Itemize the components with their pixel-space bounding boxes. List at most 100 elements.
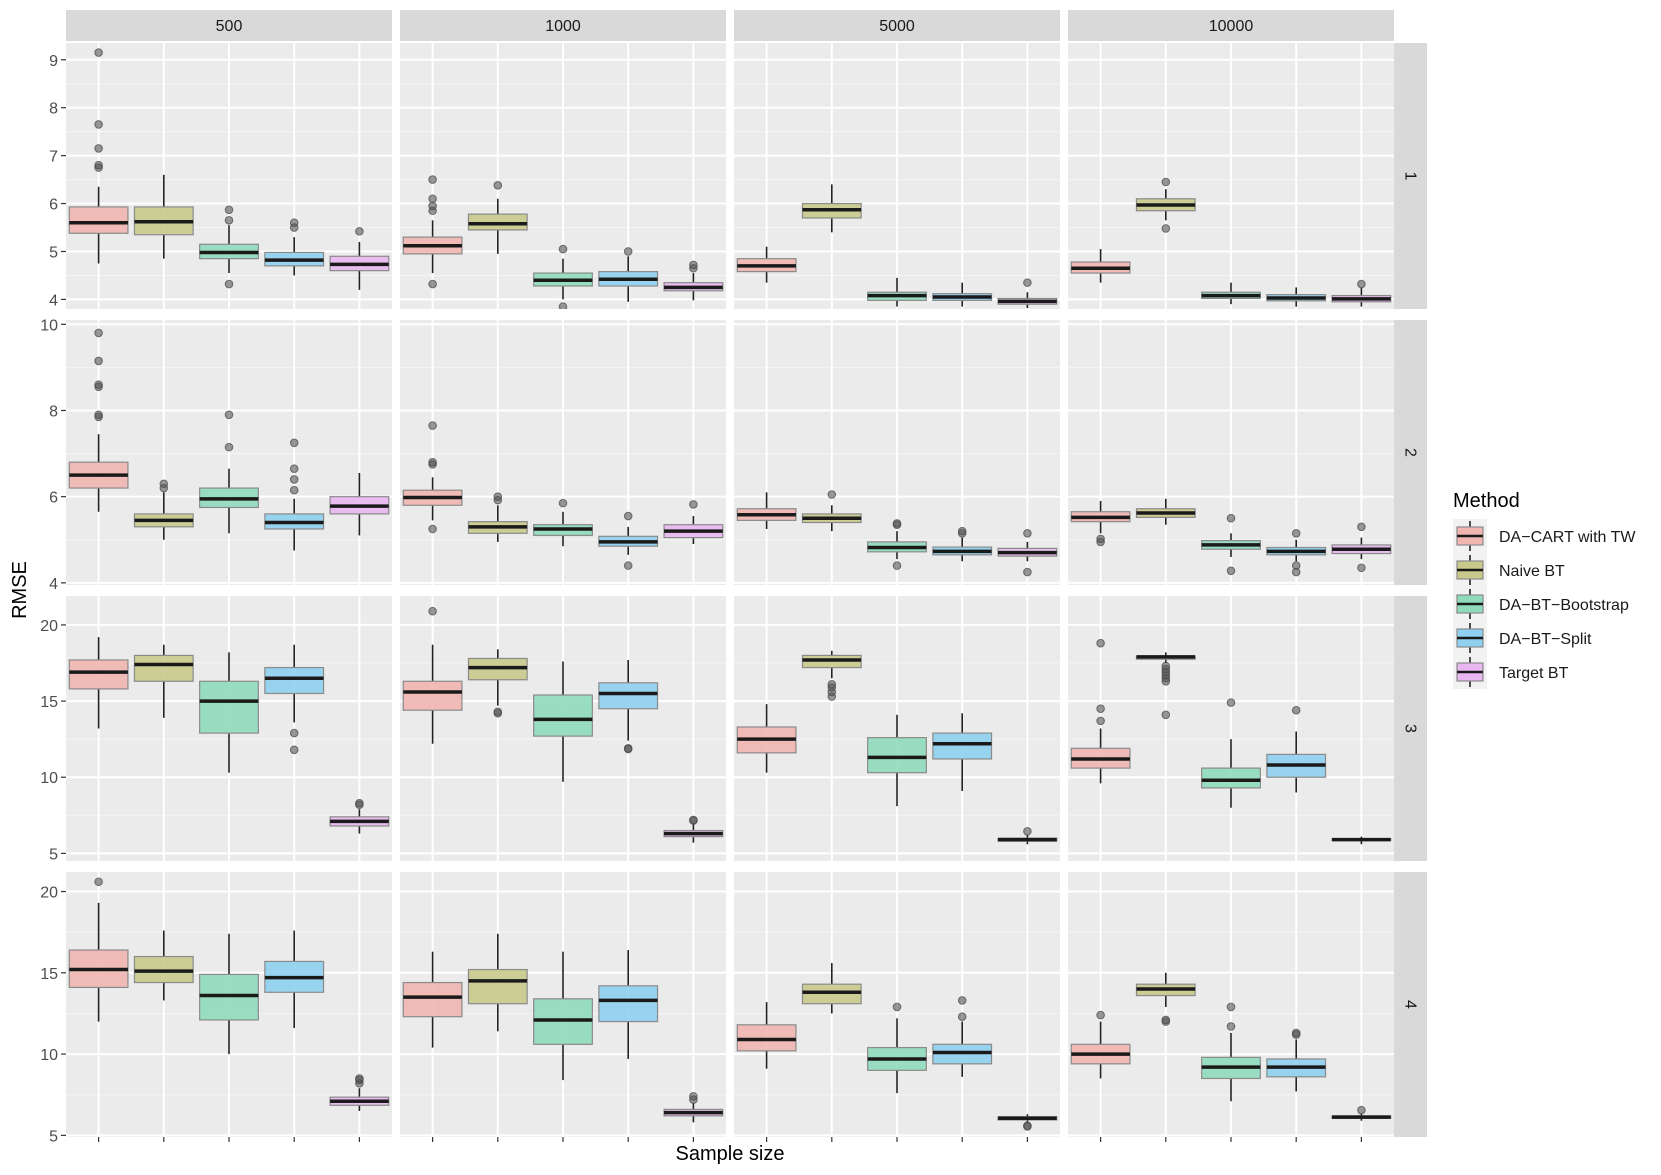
outlier-point	[493, 181, 503, 190]
outlier-point	[355, 798, 364, 808]
col-strip-label: 1000	[545, 18, 581, 35]
col-strip-500	[66, 10, 392, 41]
y-tick-label: 8	[49, 403, 58, 420]
panel-boxes	[736, 490, 1058, 577]
outlier-point	[289, 475, 299, 484]
outlier-point	[558, 302, 568, 309]
outlier-point	[1023, 278, 1032, 287]
outlier-point	[1161, 177, 1171, 187]
outlier-point	[1291, 705, 1301, 715]
panel-boxes	[68, 328, 390, 551]
legend-item: Target BT	[1453, 655, 1569, 689]
y-tick-label: 5	[49, 1128, 58, 1145]
y-tick-label: 15	[40, 694, 58, 711]
col-strip-10000	[1068, 10, 1394, 41]
outlier-point	[224, 442, 234, 452]
outlier-point	[892, 561, 902, 570]
row-strip-label: 2	[1402, 448, 1419, 457]
outlier-point	[1023, 827, 1032, 836]
panel-grid	[400, 872, 726, 1137]
y-tick-label: 6	[49, 490, 58, 507]
outlier-point	[1096, 704, 1105, 714]
y-tick-label: 7	[49, 149, 58, 166]
outlier-point	[1226, 566, 1236, 576]
outlier-point	[289, 438, 299, 448]
outlier-point	[428, 201, 437, 211]
y-tick-label: 5	[49, 846, 58, 863]
y-tick-label: 5	[49, 244, 58, 261]
outlier-point	[428, 421, 437, 430]
outlier-point	[1161, 224, 1171, 233]
outlier-point	[289, 464, 299, 473]
y-tick-label: 9	[49, 53, 58, 70]
outlier-point	[289, 728, 299, 738]
box	[68, 659, 129, 690]
panel-grid	[1068, 43, 1394, 309]
outlier-point	[957, 996, 967, 1005]
row-strip-label: 3	[1402, 724, 1419, 733]
legend-label: Target BT	[1499, 665, 1569, 682]
panel-boxes	[1070, 972, 1392, 1121]
outlier-point	[94, 160, 103, 170]
panel-boxes	[402, 606, 724, 843]
y-tick-label: 15	[40, 966, 58, 983]
outlier-point	[1291, 1028, 1301, 1038]
outlier-point	[892, 1002, 902, 1012]
col-strip-label: 5000	[879, 18, 915, 35]
outlier-point	[224, 205, 234, 215]
row-strip-label: 4	[1402, 1000, 1419, 1009]
outlier-point	[493, 492, 503, 501]
outlier-point	[1096, 716, 1105, 726]
box	[467, 968, 528, 1005]
outlier-point	[689, 815, 698, 825]
outlier-point	[893, 312, 901, 320]
legend-label: DA−CART with TW	[1499, 529, 1636, 546]
box	[68, 206, 129, 234]
y-tick-label: 4	[49, 292, 58, 309]
outlier-point	[1023, 567, 1032, 577]
outlier-point	[1357, 279, 1366, 289]
outlier-point	[428, 175, 437, 184]
outlier-point	[1096, 638, 1105, 648]
panel-boxes	[736, 184, 1058, 320]
outlier-point	[289, 745, 299, 755]
outlier-point	[1291, 528, 1301, 538]
panel-boxes	[68, 637, 390, 834]
outlier-point	[827, 680, 837, 689]
legend-label: Naive BT	[1499, 563, 1565, 580]
row-strip-1	[1394, 43, 1427, 309]
outlier-point	[493, 707, 503, 717]
outlier-point	[689, 260, 698, 270]
panel-grid	[734, 43, 1060, 309]
y-tick-label: 20	[40, 618, 58, 635]
legend-title: Method	[1453, 490, 1520, 512]
y-tick-label: 20	[40, 885, 58, 902]
outlier-point	[428, 524, 437, 534]
outlier-point	[428, 457, 437, 467]
panel-boxes	[1070, 638, 1392, 845]
outlier-point	[1023, 528, 1032, 538]
row-strip-label: 1	[1402, 172, 1419, 181]
col-strip-label: 10000	[1209, 18, 1254, 35]
y-tick-label: 4	[49, 576, 58, 593]
outlier-point	[957, 526, 967, 536]
legend-item: DA−BT−Split	[1453, 621, 1592, 655]
outlier-point	[689, 500, 698, 509]
panel-boxes	[402, 933, 724, 1123]
col-strip-5000	[734, 10, 1060, 41]
outlier-point	[958, 312, 966, 320]
outlier-point	[224, 216, 234, 225]
box	[199, 680, 259, 734]
outlier-point	[224, 410, 234, 420]
outlier-point	[94, 144, 103, 153]
outlier-point	[1357, 1105, 1366, 1115]
col-strip-1000	[400, 10, 726, 41]
legend-item: DA−CART with TW	[1453, 519, 1636, 553]
box	[932, 732, 993, 760]
outlier-point	[558, 244, 568, 254]
outlier-point	[289, 218, 299, 228]
outlier-point	[428, 279, 437, 289]
row-strip-3	[1394, 596, 1427, 861]
outlier-point	[428, 194, 437, 204]
